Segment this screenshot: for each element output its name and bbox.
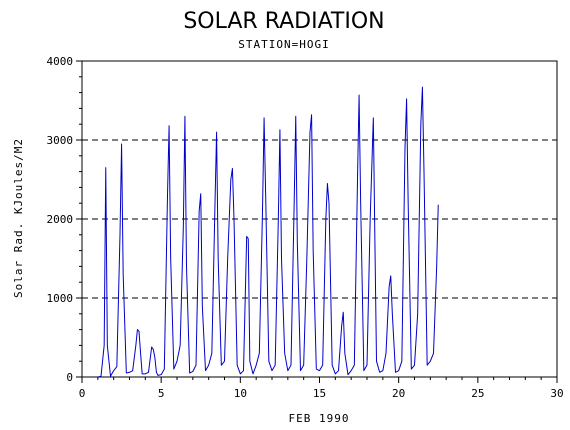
y-tick-label: 3000 bbox=[47, 134, 74, 147]
y-tick-label: 4000 bbox=[47, 55, 74, 68]
chart-subtitle: STATION=HOGI bbox=[238, 38, 329, 51]
series-line bbox=[97, 86, 439, 378]
series-group bbox=[97, 86, 439, 378]
x-tick-label: 0 bbox=[79, 387, 86, 400]
chart-title: SOLAR RADIATION bbox=[183, 9, 384, 34]
x-tick-label: 25 bbox=[471, 387, 484, 400]
x-tick-label: 15 bbox=[313, 387, 326, 400]
y-tick-label: 1000 bbox=[47, 292, 74, 305]
x-axis-label: FEB 1990 bbox=[289, 412, 350, 425]
y-axis-label: Solar Rad. KJoules/M2 bbox=[12, 138, 25, 298]
x-tick-label: 20 bbox=[392, 387, 405, 400]
y-tick-label: 0 bbox=[66, 371, 73, 384]
y-tick-label: 2000 bbox=[47, 213, 74, 226]
x-tick-label: 5 bbox=[158, 387, 165, 400]
x-tick-label: 10 bbox=[234, 387, 247, 400]
x-axis-ticks: 0 5 10 15 20 25 30 bbox=[79, 377, 564, 400]
x-tick-label: 30 bbox=[550, 387, 563, 400]
y-axis-ticks: 0 1000 2000 3000 4000 bbox=[47, 55, 82, 384]
gridlines bbox=[82, 60, 557, 378]
